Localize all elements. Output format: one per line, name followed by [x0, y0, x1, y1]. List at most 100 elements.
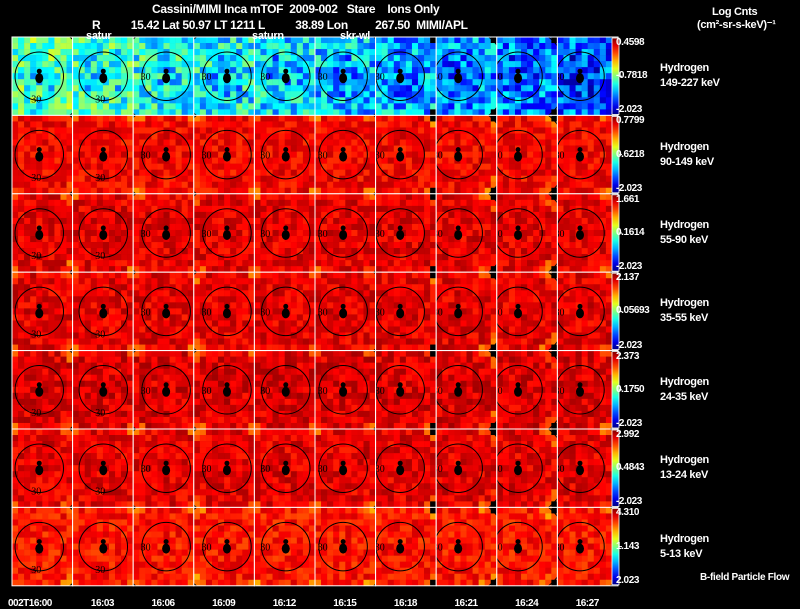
heatmap-cell [78, 145, 86, 152]
heatmap-cell [302, 163, 310, 170]
heatmap-cell [133, 344, 140, 351]
heatmap-cell [248, 260, 255, 267]
heatmap-cell [48, 37, 55, 44]
heatmap-cell [290, 266, 298, 273]
heatmap-cell [157, 338, 164, 345]
heatmap-cell [466, 43, 473, 50]
heatmap-cell [478, 254, 485, 261]
heatmap-cell [199, 272, 207, 279]
heatmap-cell [181, 260, 189, 267]
heatmap-cell [115, 217, 122, 225]
heatmap-cell [199, 127, 207, 134]
heatmap-cell [175, 139, 182, 146]
heatmap-cell [218, 344, 225, 351]
heatmap-cell [260, 67, 267, 74]
heatmap-cell [460, 242, 467, 249]
heatmap-cell [12, 223, 19, 231]
heatmap-cell [12, 115, 19, 122]
heatmap-cell [387, 193, 395, 201]
heatmap-cell [242, 302, 249, 309]
heatmap-cell [478, 139, 485, 146]
heatmap-cell [387, 163, 395, 170]
heatmap-cell [399, 278, 407, 285]
heatmap-cell [369, 151, 376, 158]
heatmap-cell [411, 223, 419, 231]
heatmap-cell [424, 139, 431, 146]
heatmap-cell [230, 169, 237, 177]
heatmap-cell [308, 278, 315, 285]
heatmap-cell [272, 73, 279, 80]
heatmap-cell [290, 163, 298, 170]
heatmap-cell [308, 290, 315, 297]
heatmap-cell [157, 121, 164, 128]
heatmap-cell [66, 121, 73, 128]
heatmap-cell [321, 308, 328, 315]
skymap-panel: 30 [375, 193, 437, 273]
heatmap-cell [363, 97, 370, 104]
heatmap-cell [484, 109, 492, 116]
heatmap-cell [375, 151, 382, 158]
heatmap-cell [502, 229, 510, 237]
heatmap-cell [42, 43, 49, 50]
heatmap-cell [508, 151, 516, 158]
heatmap-cell [399, 223, 407, 231]
heatmap-cell [308, 320, 315, 327]
heatmap-cell [121, 326, 128, 333]
heatmap-cell [375, 260, 382, 267]
heatmap-cell [278, 169, 285, 177]
heatmap-cell [230, 43, 237, 50]
heatmap-cell [72, 85, 79, 92]
heatmap-cell [369, 205, 376, 213]
heatmap-cell [375, 199, 382, 207]
heatmap-cell [60, 278, 67, 285]
heatmap-cell [260, 266, 267, 273]
heatmap-cell [521, 193, 528, 201]
heatmap-cell [54, 278, 61, 285]
heatmap-cell [169, 37, 176, 44]
heatmap-cell [139, 296, 146, 303]
heatmap-cell [533, 151, 540, 158]
heatmap-cell [351, 115, 358, 122]
heatmap-cell [333, 115, 340, 122]
heatmap-cell [121, 211, 128, 219]
heatmap-cell [436, 187, 443, 194]
heatmap-cell [593, 97, 601, 104]
heatmap-cell [290, 181, 298, 189]
heatmap-cell [357, 73, 364, 80]
heatmap-cell [175, 332, 182, 339]
heatmap-cell [539, 211, 546, 219]
heatmap-cell [490, 97, 497, 104]
heatmap-cell [357, 211, 364, 219]
heatmap-cell [218, 121, 225, 128]
heatmap-cell [605, 145, 613, 152]
heatmap-cell [321, 242, 328, 249]
heatmap-cell [466, 163, 473, 170]
heatmap-cell [18, 193, 25, 201]
heatmap-cell [30, 139, 37, 146]
heatmap-cell [205, 193, 213, 201]
heatmap-cell [333, 121, 340, 128]
heatmap-cell [466, 133, 473, 140]
heatmap-cell [308, 163, 315, 170]
heatmap-cell [593, 163, 601, 170]
heatmap-cell [66, 260, 73, 267]
heatmap-cell [399, 43, 407, 50]
heatmap-cell [254, 211, 261, 219]
heatmap-cell [296, 290, 304, 297]
heatmap-cell [496, 109, 504, 116]
heatmap-cell [345, 260, 352, 267]
heatmap-cell [121, 157, 128, 164]
heatmap-cell [272, 296, 279, 303]
heatmap-cell [24, 133, 31, 140]
heatmap-cell [205, 79, 213, 86]
heatmap-cell [36, 211, 43, 219]
heatmap-cell [484, 97, 492, 104]
heatmap-cell [139, 308, 146, 315]
heatmap-cell [363, 284, 370, 291]
heatmap-cell [521, 169, 528, 177]
heatmap-cell [24, 326, 31, 333]
heatmap-cell [527, 121, 534, 128]
heatmap-cell [108, 278, 116, 285]
heatmap-cell [448, 260, 455, 267]
heatmap-cell [533, 217, 540, 225]
